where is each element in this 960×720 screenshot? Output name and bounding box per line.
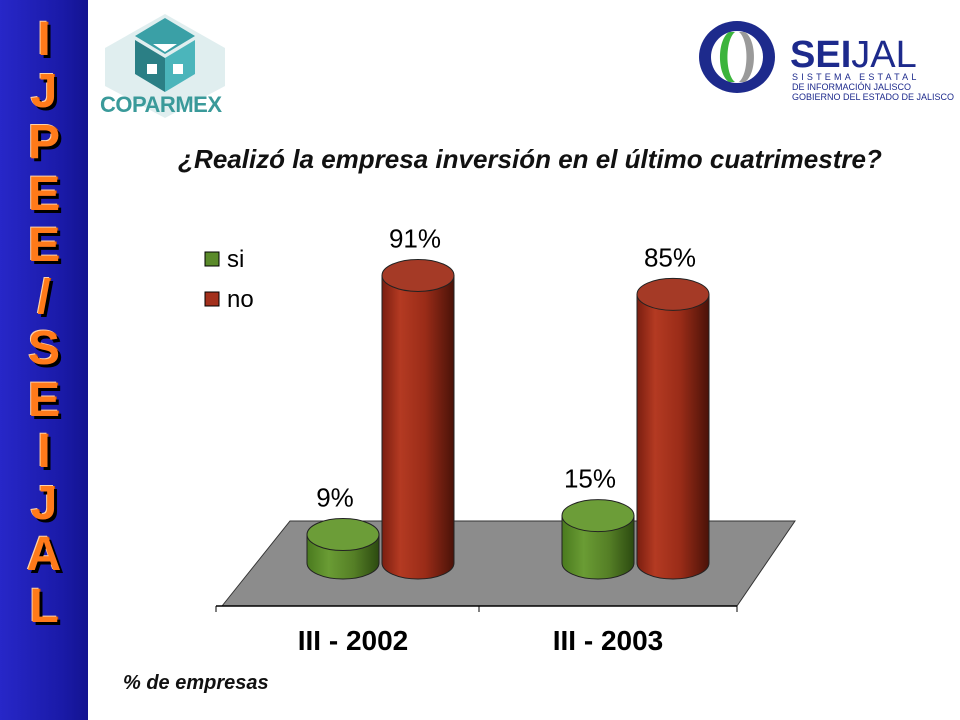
seijal-logo-icon — [699, 21, 775, 93]
sidebar-letter: E — [27, 219, 60, 272]
bar-body — [381, 274, 455, 580]
sidebar-letter: I — [37, 425, 51, 478]
chart-title: ¿Realizó la empresa inversión en el últi… — [178, 144, 882, 174]
bar-body — [561, 515, 635, 580]
sidebar-letter: E — [27, 373, 60, 427]
bar-body — [636, 293, 710, 580]
sidebar-letter: L — [29, 579, 59, 633]
x-tick-label: III - 2002 — [298, 625, 409, 656]
bar-top — [306, 518, 380, 552]
bar-top — [561, 499, 635, 533]
seijal-line-3: GOBIERNO DEL ESTADO DE JALISCO — [792, 92, 955, 102]
bar-top — [636, 277, 710, 311]
bar-no-0 — [381, 258, 455, 580]
x-tick-label: III - 2003 — [553, 625, 664, 656]
sidebar: I J P E E / S E I J A L — [0, 0, 88, 720]
sidebar-letter: / — [37, 270, 51, 324]
seijal-subtitle: SISTEMA ESTATAL DE INFORMACIÓN JALISCO G… — [792, 72, 954, 102]
bar-top — [381, 258, 455, 292]
legend-swatch-no — [204, 291, 220, 307]
data-label: 85% — [644, 242, 696, 272]
coparmex-logo-icon — [105, 14, 225, 118]
legend-swatch-si — [204, 251, 220, 267]
footnote: % de empresas — [123, 672, 269, 694]
data-label: 9% — [316, 483, 354, 513]
legend-label-si: si — [227, 246, 244, 273]
legend-label-no: no — [227, 286, 254, 313]
sidebar-letter: S — [27, 322, 60, 375]
seijal-bold-text: SEI — [790, 34, 852, 76]
data-label: 15% — [564, 464, 616, 494]
sidebar-letter: A — [26, 528, 62, 581]
bar-si-0 — [306, 518, 380, 580]
sidebar-letter: J — [30, 476, 58, 530]
bar-si-1 — [561, 499, 635, 580]
sidebar-letter: J — [30, 64, 58, 118]
sidebar-letter: E — [27, 167, 60, 221]
sidebar-letter: P — [27, 116, 60, 169]
legend: si no — [204, 246, 254, 313]
coparmex-logo-text: COPARMEX — [100, 92, 222, 117]
sidebar-letters: I J P E E / S E I J A L — [0, 14, 88, 632]
seijal-line-1: SISTEMA ESTATAL — [792, 72, 920, 82]
sidebar-letter: I — [37, 13, 51, 66]
seijal-line-2: DE INFORMACIÓN JALISCO — [792, 82, 912, 92]
bars-group: 9% 91% III - 2002 15% 85% III - 2003 — [298, 223, 710, 656]
bar-no-1 — [636, 277, 710, 580]
seijal-logo-text: SEIJAL — [790, 36, 917, 74]
data-label: 91% — [389, 223, 441, 253]
seijal-rest-text: JAL — [851, 34, 917, 76]
